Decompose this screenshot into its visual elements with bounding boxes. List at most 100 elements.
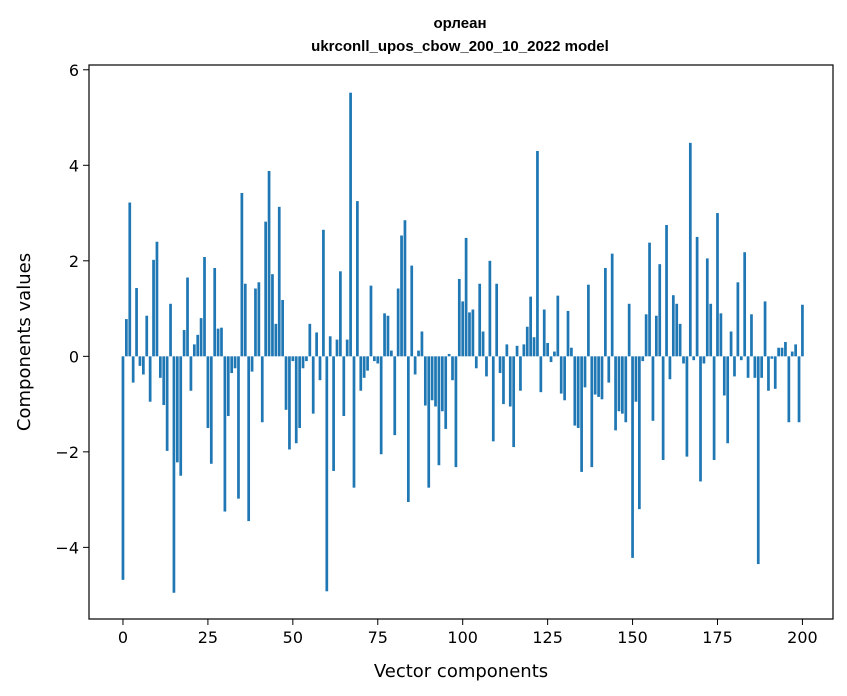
bar <box>366 356 369 371</box>
bar <box>522 344 526 357</box>
bar <box>250 356 254 372</box>
bar <box>597 356 600 397</box>
bar <box>464 237 468 357</box>
y-tick-label: −4 <box>55 538 79 557</box>
bar <box>767 356 770 391</box>
bar <box>654 315 658 357</box>
bar <box>688 142 692 357</box>
x-tick-label: 75 <box>368 628 388 647</box>
bar <box>665 224 668 357</box>
bar <box>559 356 563 394</box>
bar-series <box>121 92 804 593</box>
x-tick-label: 125 <box>532 628 563 647</box>
y-axis-ticks: −4 −2 0 2 4 6 <box>55 61 89 557</box>
bar <box>325 356 329 592</box>
bar <box>135 288 138 357</box>
bar <box>322 229 325 357</box>
bar <box>600 356 604 400</box>
bar <box>621 356 624 414</box>
bar <box>457 278 461 357</box>
bar <box>593 356 597 395</box>
bar <box>563 356 566 401</box>
bar <box>386 315 390 357</box>
bar <box>206 356 210 428</box>
x-tick-label: 100 <box>447 628 478 647</box>
x-tick-label: 150 <box>617 628 648 647</box>
bar <box>570 347 573 357</box>
bar <box>705 258 709 357</box>
bar <box>773 356 777 389</box>
bar <box>651 356 655 421</box>
y-tick-label: −2 <box>55 443 79 462</box>
bar <box>634 356 638 402</box>
bar <box>692 356 696 361</box>
bar <box>529 296 532 357</box>
bar <box>339 271 342 357</box>
y-tick-label: 4 <box>69 156 79 175</box>
bar <box>352 356 356 488</box>
bar <box>189 356 193 391</box>
bar <box>753 356 757 378</box>
bar <box>406 356 410 502</box>
chart-title-line-2: ukrconll_upos_cbow_200_10_2022 model <box>311 38 609 55</box>
bar <box>716 213 719 357</box>
bar <box>661 356 665 460</box>
bar <box>379 356 383 455</box>
bar <box>362 356 366 378</box>
bar <box>393 356 397 436</box>
bar <box>121 356 125 580</box>
bar <box>729 331 733 357</box>
bar <box>213 267 217 357</box>
bar <box>604 267 607 357</box>
bar <box>617 356 621 412</box>
x-axis-ticks: 0 25 50 75 100 125 150 175 200 <box>118 619 818 647</box>
bar <box>699 356 702 482</box>
bar <box>298 356 301 428</box>
bar <box>288 356 291 450</box>
bar <box>294 356 298 444</box>
bar <box>573 356 577 426</box>
bar <box>454 356 458 468</box>
bar <box>468 312 471 357</box>
bar <box>610 253 614 357</box>
bar <box>128 202 132 357</box>
x-tick-label: 200 <box>787 628 818 647</box>
bar <box>658 264 662 357</box>
bar <box>539 356 543 393</box>
bar <box>801 304 804 357</box>
bar <box>138 356 142 366</box>
bar <box>420 331 424 357</box>
bar <box>756 356 760 565</box>
bar <box>203 256 206 357</box>
bar <box>179 356 183 476</box>
bar <box>675 303 679 357</box>
bar <box>542 309 546 357</box>
bar <box>396 288 400 357</box>
bar <box>648 242 651 357</box>
bar <box>152 259 155 357</box>
bar <box>797 356 801 423</box>
bar <box>430 356 434 401</box>
bar <box>583 356 587 388</box>
bar <box>284 356 288 410</box>
bar <box>525 326 529 357</box>
bar <box>491 356 495 442</box>
bar <box>434 356 437 407</box>
bar <box>712 356 716 460</box>
bar <box>549 356 553 363</box>
bar <box>169 303 172 357</box>
bar <box>739 356 743 361</box>
bar <box>481 331 485 357</box>
bar <box>750 314 753 357</box>
bar <box>576 356 580 428</box>
bar <box>760 356 764 378</box>
bar <box>349 92 352 357</box>
bar <box>254 288 257 357</box>
bar <box>519 356 522 391</box>
bar <box>627 303 631 357</box>
plot-area-frame <box>88 64 834 620</box>
bar <box>216 328 220 357</box>
bar <box>390 350 393 357</box>
bar <box>794 344 797 357</box>
bar <box>199 318 203 357</box>
